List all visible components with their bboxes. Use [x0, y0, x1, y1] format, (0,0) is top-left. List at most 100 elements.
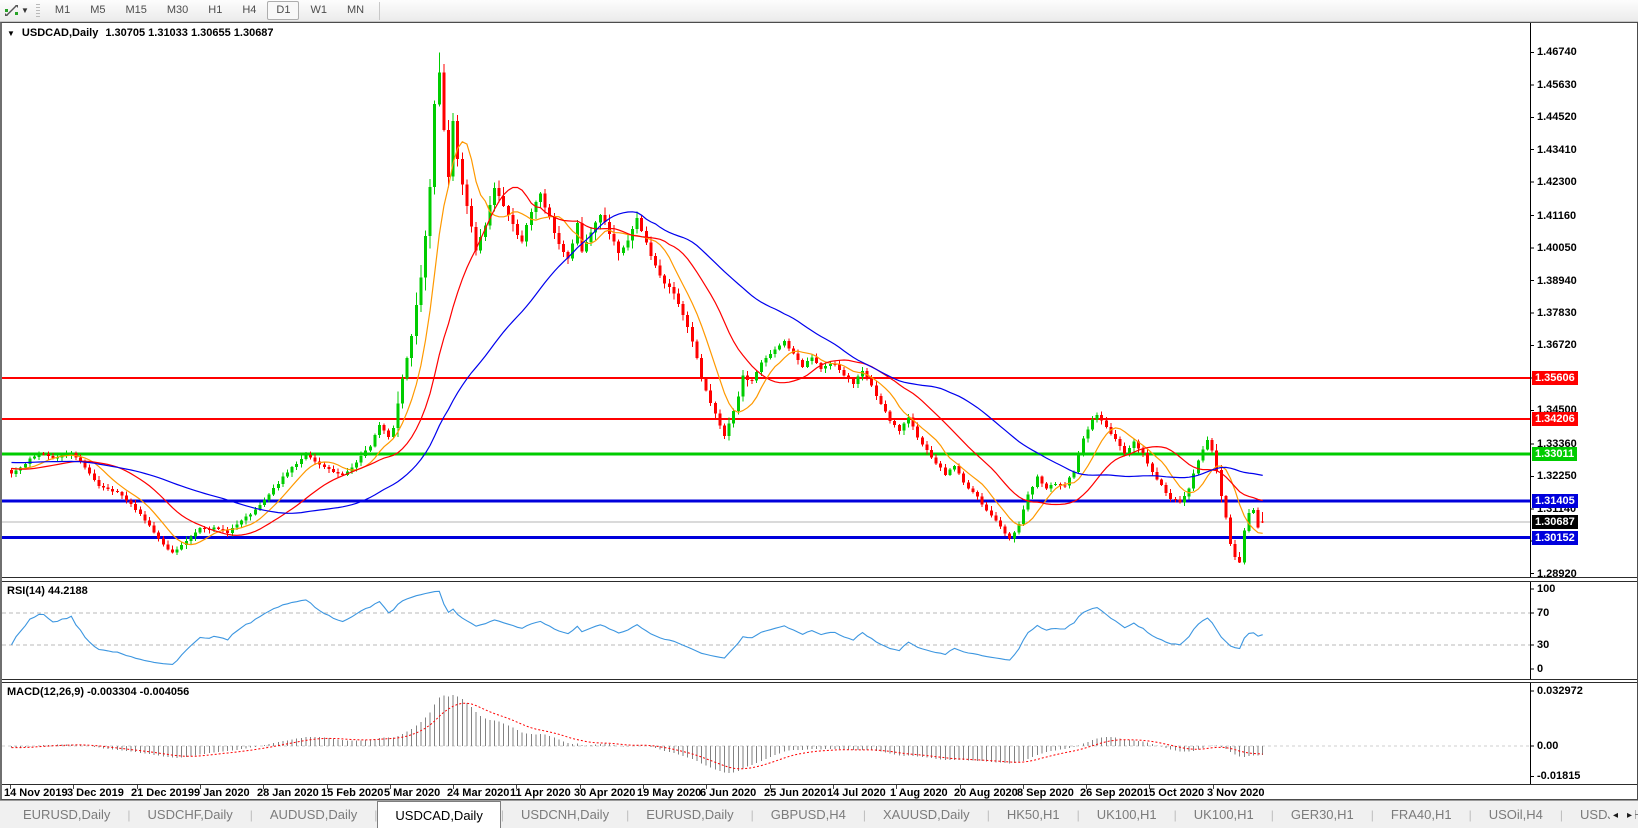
price-tick-label: 1.32250 — [1537, 470, 1577, 482]
timeframe-button-h1[interactable]: H1 — [208, 4, 223, 16]
tab-separator: | — [1468, 807, 1472, 822]
toolbar-grip-handle[interactable] — [35, 3, 40, 18]
date-tick — [73, 785, 74, 789]
chart-window: ▼ USDCAD,Daily 1.30705 1.31033 1.30655 1… — [0, 22, 1638, 800]
price-tick-label: 1.36720 — [1537, 339, 1577, 351]
macd-label: MACD(12,26,9) -0.003304 -0.004056 — [7, 686, 190, 698]
panel-splitter[interactable] — [2, 578, 1637, 581]
timeframe-button-d1[interactable]: D1 — [267, 1, 300, 20]
tab-separator: | — [626, 807, 630, 822]
price-tick-label: 1.42300 — [1537, 176, 1577, 188]
tabs-scroll-arrows: ◂ ▸ — [1609, 801, 1635, 828]
date-tick-label: 14 Jul 2020 — [827, 787, 886, 799]
chart-tab-uk100-h1[interactable]: UK100,H1 — [1096, 807, 1157, 822]
rsi-label: RSI(14) 44.2188 — [7, 585, 88, 597]
date-tick-label: 5 Mar 2020 — [384, 787, 441, 799]
price-chart-panel[interactable]: ▼ USDCAD,Daily 1.30705 1.31033 1.30655 1… — [2, 23, 1637, 578]
level-price-label: 1.33011 — [1532, 447, 1578, 461]
tab-separator: | — [1173, 807, 1177, 822]
tab-separator: | — [1076, 807, 1080, 822]
timeframe-button-mn[interactable]: MN — [346, 4, 365, 16]
date-tick-label: 15 Feb 2020 — [321, 787, 384, 799]
level-price-label: 1.31405 — [1532, 494, 1578, 508]
chart-tab-hk50-h1[interactable]: HK50,H1 — [1006, 807, 1060, 822]
tab-separator: | — [862, 807, 866, 822]
chart-title: ▼ USDCAD,Daily 1.30705 1.31033 1.30655 1… — [7, 27, 274, 39]
date-tick — [896, 785, 897, 789]
date-tick-label: 3 Nov 2020 — [1207, 787, 1265, 799]
date-tick — [833, 785, 834, 789]
rsi-tick-label: 30 — [1537, 639, 1550, 651]
price-tick-label: 1.38940 — [1537, 275, 1577, 287]
tab-separator: | — [127, 807, 131, 822]
tab-separator: | — [374, 807, 378, 822]
timeframe-toolbar: ▼ M1 M5 M15 M30 H1 H4 D1 W1 MN — [0, 0, 1638, 22]
price-tick-label: 1.41160 — [1537, 210, 1577, 222]
tab-separator: | — [1270, 807, 1274, 822]
tabs-scroll-right-icon[interactable]: ▸ — [1626, 809, 1632, 821]
date-tick-label: 25 Jun 2020 — [764, 787, 827, 799]
rsi-tick-label: 70 — [1537, 607, 1550, 619]
chevron-down-icon[interactable]: ▼ — [21, 6, 29, 15]
symbol-dropdown-icon[interactable]: ▼ — [7, 28, 15, 38]
rsi-panel[interactable]: RSI(14) 44.2188 100 70 30 0 — [2, 581, 1637, 680]
chart-tab-uk100-h1[interactable]: UK100,H1 — [1193, 807, 1254, 822]
toolbar-separator — [379, 1, 381, 20]
date-tick-label: 14 Nov 2019 — [4, 787, 68, 799]
price-tick-label: 1.43410 — [1537, 144, 1577, 156]
date-tick — [960, 785, 961, 789]
tab-separator: | — [1370, 807, 1374, 822]
date-tick-label: 9 Jan 2020 — [194, 787, 250, 799]
date-tick-label: 11 Apr 2020 — [510, 787, 571, 799]
timeframe-button-h4[interactable]: H4 — [242, 4, 257, 16]
candlestick-chart[interactable] — [2, 23, 1637, 577]
price-tick-label: 1.37830 — [1537, 307, 1577, 319]
level-price-label: 1.34206 — [1532, 412, 1578, 426]
chart-tab-usdcnh-daily[interactable]: USDCNH,Daily — [520, 807, 610, 822]
price-tick-label: 1.45630 — [1537, 79, 1577, 91]
tabs-scroll-left-icon[interactable]: ◂ — [1612, 809, 1618, 821]
chart-tab-usdchf-daily[interactable]: USDCHF,Daily — [147, 807, 233, 822]
timeframe-button-m30[interactable]: M30 — [166, 4, 189, 16]
timeframe-button-w1[interactable]: W1 — [310, 4, 327, 16]
date-tick — [1086, 785, 1087, 789]
date-tick — [1213, 785, 1214, 789]
level-price-label: 1.35606 — [1532, 371, 1578, 385]
date-tick — [390, 785, 391, 789]
macd-plot[interactable] — [2, 683, 1637, 784]
macd-tick-label: -0.01815 — [1537, 770, 1581, 782]
timeframe-button-m5[interactable]: M5 — [90, 4, 106, 16]
chart-tab-xauusd-daily[interactable]: XAUUSD,Daily — [883, 807, 970, 822]
chart-tab-eurusd-daily[interactable]: EURUSD,Daily — [23, 807, 111, 822]
timeframe-button-m1[interactable]: M1 — [54, 4, 71, 16]
date-tick — [580, 785, 581, 789]
date-tick — [137, 785, 138, 789]
time-axis[interactable]: 14 Nov 2019 3 Dec 2019 21 Dec 2019 9 Jan 20… — [2, 785, 1637, 799]
price-tick-label: 1.44520 — [1537, 111, 1577, 123]
date-tick — [1023, 785, 1024, 789]
date-tick-label: 26 Sep 2020 — [1080, 787, 1143, 799]
chart-tab-ger30-h1[interactable]: GER30,H1 — [1290, 807, 1354, 822]
date-tick-label: 15 Oct 2020 — [1143, 787, 1205, 799]
macd-tick-label: 0.00 — [1537, 740, 1559, 752]
chart-tab-gbpusd-h4[interactable]: GBPUSD,H4 — [770, 807, 846, 822]
rsi-plot[interactable] — [2, 582, 1637, 679]
tab-separator: | — [249, 807, 253, 822]
price-tick-label: 1.28920 — [1537, 568, 1577, 578]
chart-tab-fra40-h1[interactable]: FRA40,H1 — [1390, 807, 1452, 822]
date-tick — [200, 785, 201, 789]
drawing-tool-icon[interactable] — [2, 3, 20, 19]
panel-splitter[interactable] — [2, 680, 1637, 682]
date-tick — [706, 785, 707, 789]
timeframe-button-m15[interactable]: M15 — [125, 4, 147, 16]
macd-panel[interactable]: MACD(12,26,9) -0.003304 -0.004056 0.0329… — [2, 682, 1637, 785]
chart-tab-audusd-daily[interactable]: AUDUSD,Daily — [269, 807, 358, 822]
date-tick — [327, 785, 328, 789]
symbol-label: USDCAD,Daily — [21, 27, 99, 39]
chart-tab-eurusd-daily[interactable]: EURUSD,Daily — [646, 807, 734, 822]
date-tick-label: 19 May 2020 — [637, 787, 702, 799]
date-tick — [453, 785, 454, 789]
chart-tab-usdcad-daily[interactable]: USDCAD,Daily — [377, 801, 501, 828]
date-tick-label: 24 Mar 2020 — [447, 787, 510, 799]
chart-tab-usoil-h4[interactable]: USOil,H4 — [1488, 807, 1543, 822]
